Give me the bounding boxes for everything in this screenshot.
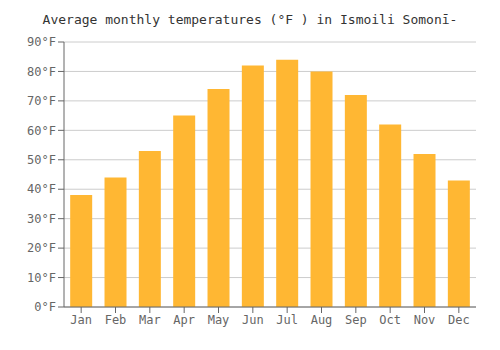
svg-text:90°F: 90°F [27,35,56,49]
svg-text:20°F: 20°F [27,241,56,255]
svg-text:10°F: 10°F [27,271,56,285]
svg-text:Jan: Jan [70,313,92,327]
svg-text:Mar: Mar [139,313,161,327]
svg-text:Feb: Feb [105,313,127,327]
svg-text:50°F: 50°F [27,153,56,167]
svg-text:Nov: Nov [414,313,436,327]
svg-text:Jul: Jul [276,313,298,327]
svg-text:30°F: 30°F [27,212,56,226]
svg-text:80°F: 80°F [27,65,56,79]
svg-text:70°F: 70°F [27,94,56,108]
svg-text:Dec: Dec [448,313,470,327]
svg-text:Oct: Oct [379,313,401,327]
svg-text:Jun: Jun [242,313,264,327]
svg-text:May: May [208,313,230,327]
svg-text:40°F: 40°F [27,182,56,196]
svg-text:Apr: Apr [173,313,195,327]
svg-text:Sep: Sep [345,313,367,327]
svg-text:0°F: 0°F [34,300,56,314]
html-text:Average monthly temperatures (: Average monthly temperatures (°F ) in Is… [42,12,458,27]
svg-text:Aug: Aug [311,313,333,327]
svg-text:60°F: 60°F [27,124,56,138]
